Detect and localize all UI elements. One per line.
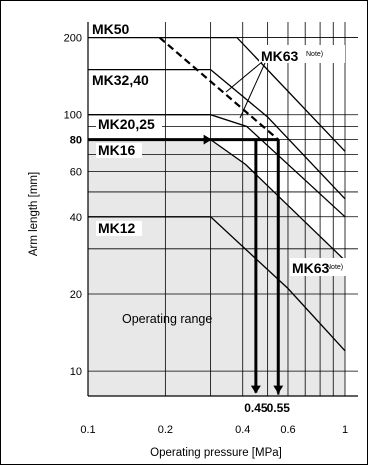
y-tick-label: 200 (64, 33, 82, 45)
axes (87, 22, 358, 397)
curve-label-mk32-40-bg (90, 73, 156, 88)
curve-label-mk16: MK16 (98, 142, 136, 158)
mk63-lower-bg (290, 258, 348, 276)
x-axis-title: Operating pressure [MPa] (150, 447, 282, 459)
series-line-mk12 (88, 216, 346, 352)
x-tick-label: 0.2 (158, 424, 173, 436)
mk63-upper-note: Note) (306, 51, 323, 58)
y-axis-title: Arm length [mm] (28, 172, 40, 256)
pressure-marker-0-45: 0.45 (244, 401, 268, 415)
x-tick-label: 0.6 (280, 424, 295, 436)
x-tick-label: 1 (342, 424, 348, 436)
x-tick-label: 0.4 (235, 424, 250, 436)
series-line-mk32-40 (88, 68, 346, 200)
annotations: 0.45 0.55 (88, 134, 291, 415)
curve-label-mk16-bg (96, 143, 142, 158)
y-tick-label: 10 (70, 366, 82, 378)
mk63-leader-line-2 (239, 62, 266, 119)
y-tick-label: 40 (70, 212, 82, 224)
curve-label-mk20-25: MK20,25 (98, 116, 155, 132)
operating-range-fill (88, 139, 345, 396)
y-tick-label: 20 (70, 289, 82, 301)
mk63-lower-label: MK63 (292, 260, 330, 276)
mk63-upper-bg (259, 45, 345, 63)
mk63-upper-label: MK63 (261, 48, 299, 64)
series-line-mk20-25 (88, 114, 346, 218)
curve-label-mk50: MK50 (92, 21, 130, 37)
y-tick-label: 60 (70, 167, 82, 179)
curve-label-mk12-bg (96, 221, 142, 236)
pressure-marker-0-55: 0.55 (267, 401, 291, 415)
x-tick-label: 0.1 (80, 424, 95, 436)
mk63-leader-line-1 (225, 61, 263, 93)
tick-labels: 10 20 40 60 80 100 200 0.1 0.2 0.4 0.6 1 (64, 33, 348, 436)
operating-range-label: Operating range (122, 312, 212, 326)
curve-label-mk50-bg (90, 22, 136, 37)
y-tick-label: 100 (64, 110, 82, 122)
curve-label-mk32-40: MK32,40 (92, 72, 149, 88)
curve-label-mk20-25-bg (96, 117, 162, 132)
mk63-lower-note: Note) (326, 264, 343, 271)
curve-label-mk12: MK12 (98, 220, 136, 236)
y-tick-label: 80 (70, 135, 82, 147)
series-line-mk50 (88, 36, 346, 152)
operating-range-area (88, 139, 345, 396)
